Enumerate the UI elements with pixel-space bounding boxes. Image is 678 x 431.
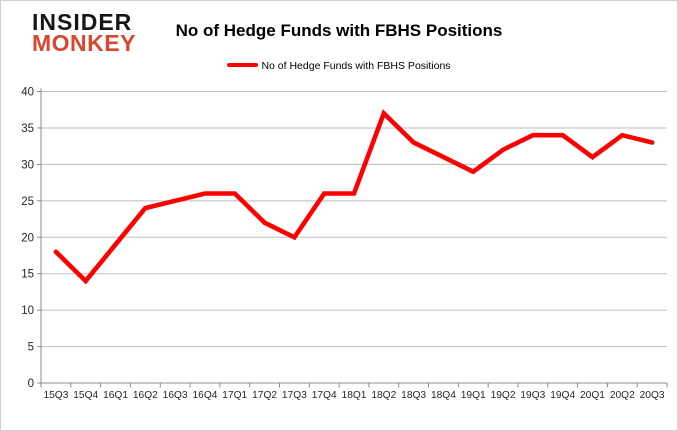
x-axis-label: 17Q4 (312, 390, 337, 401)
legend-label: No of Hedge Funds with FBHS Positions (261, 60, 451, 73)
y-axis-label: 40 (21, 87, 34, 99)
x-axis-label: 15Q4 (73, 390, 98, 401)
y-axis-label: 35 (21, 123, 34, 135)
x-axis-label: 19Q4 (550, 390, 575, 401)
insider-monkey-logo: INSIDER MONKEY (32, 9, 136, 57)
y-axis-label: 25 (21, 196, 34, 208)
y-axis-label: 20 (21, 232, 34, 244)
x-axis-label: 16Q4 (192, 390, 217, 401)
x-axis-label: 19Q1 (461, 390, 486, 401)
legend: No of Hedge Funds with FBHS Positions (1, 60, 677, 72)
x-axis-label: 17Q3 (282, 390, 307, 401)
chart-title: No of Hedge Funds with FBHS Positions (175, 21, 503, 40)
x-axis-label: 18Q2 (371, 390, 396, 401)
x-axis-label: 18Q4 (431, 390, 456, 401)
y-axis-label: 0 (28, 378, 34, 390)
x-axis-label: 17Q2 (252, 390, 277, 401)
y-axis-label: 5 (28, 342, 34, 354)
x-axis-label: 19Q2 (491, 390, 516, 401)
legend-line-swatch (227, 63, 259, 68)
x-axis-label: 20Q3 (640, 390, 665, 401)
logo-insider-text: INSIDER (32, 9, 133, 35)
x-axis-label: 16Q2 (133, 390, 158, 401)
x-axis-label: 20Q1 (580, 390, 605, 401)
x-axis-label: 18Q3 (401, 390, 426, 401)
y-axis-label: 10 (21, 305, 34, 317)
x-axis-label: 17Q1 (222, 390, 247, 401)
y-axis-label: 30 (21, 159, 34, 171)
x-axis-label: 20Q2 (610, 390, 635, 401)
x-axis-label: 18Q1 (342, 390, 367, 401)
x-axis-label: 19Q3 (520, 390, 545, 401)
x-axis-label: 15Q3 (43, 390, 68, 401)
y-axis-label: 15 (21, 269, 34, 281)
x-axis-label: 16Q3 (163, 390, 188, 401)
series-line (53, 109, 655, 285)
x-axis-label: 16Q1 (103, 390, 128, 401)
logo-monkey-text: MONKEY (32, 30, 136, 57)
